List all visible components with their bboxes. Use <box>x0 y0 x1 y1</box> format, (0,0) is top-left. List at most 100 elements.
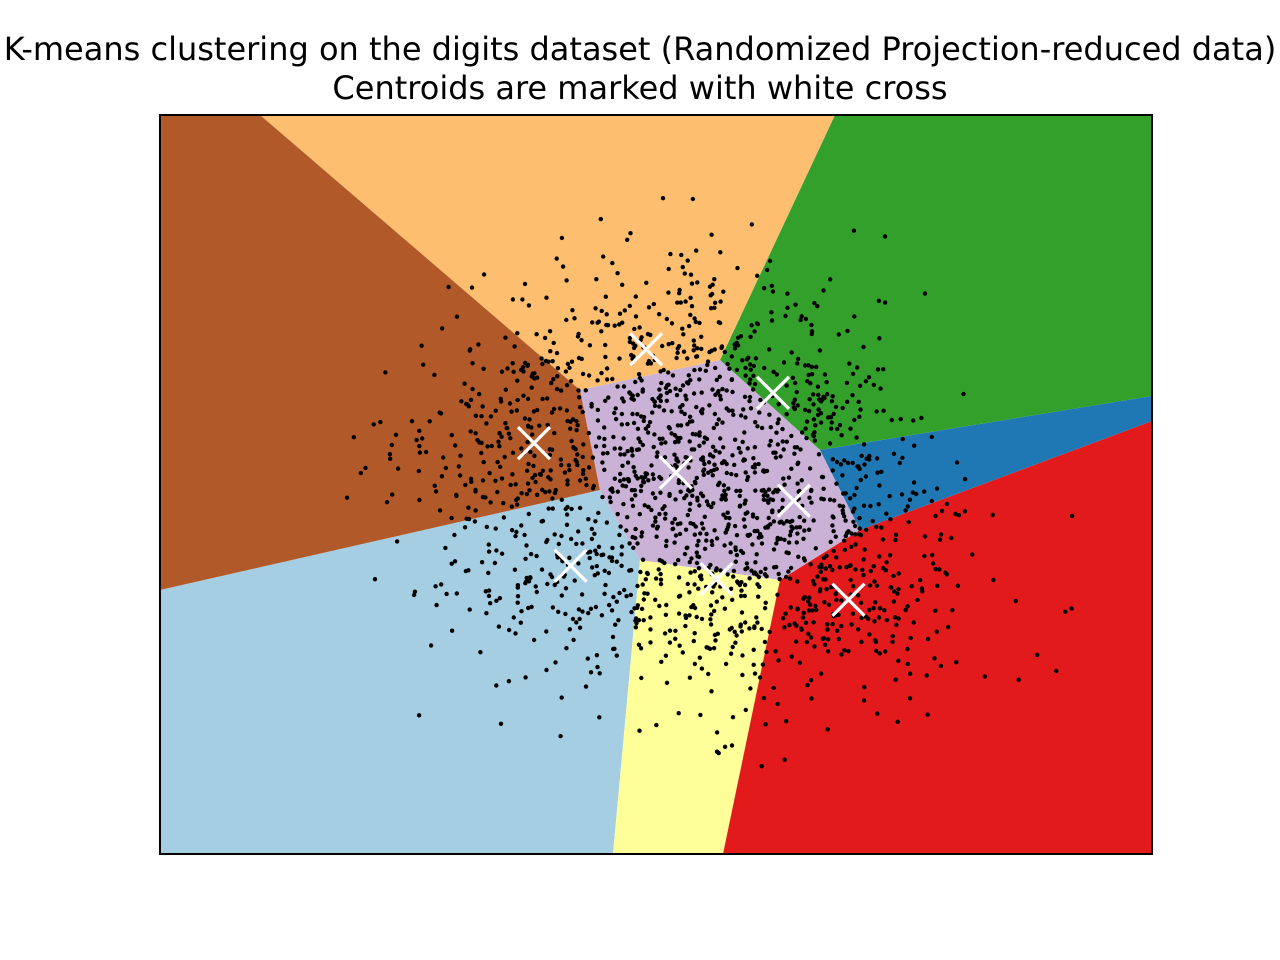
data-point <box>834 459 840 465</box>
data-point <box>572 316 577 321</box>
data-point <box>694 614 699 620</box>
data-point <box>489 443 494 449</box>
data-point <box>830 394 835 399</box>
data-point <box>724 470 729 476</box>
data-point <box>893 677 898 682</box>
data-point <box>882 234 888 239</box>
data-point <box>522 416 528 421</box>
data-point <box>472 519 478 524</box>
data-point <box>742 501 747 506</box>
data-point <box>781 476 786 481</box>
data-point <box>767 347 772 352</box>
data-point <box>638 646 644 651</box>
data-point <box>910 490 915 495</box>
data-point <box>891 573 896 579</box>
data-point <box>641 418 646 424</box>
data-point <box>586 430 591 436</box>
data-point <box>933 513 938 519</box>
data-point <box>692 582 697 587</box>
data-point <box>635 603 640 608</box>
data-point <box>637 728 642 733</box>
data-point <box>653 519 658 524</box>
data-point <box>839 598 844 603</box>
data-point <box>747 576 752 581</box>
data-point <box>717 393 723 398</box>
data-point <box>713 392 718 397</box>
data-point <box>678 387 683 393</box>
data-point <box>692 343 697 348</box>
data-point <box>619 411 625 417</box>
data-point <box>688 295 693 300</box>
data-point <box>840 511 846 516</box>
data-point <box>481 459 486 465</box>
data-point <box>540 487 545 492</box>
data-point <box>553 660 558 665</box>
data-point <box>808 562 813 567</box>
data-point <box>503 387 508 392</box>
data-point <box>807 466 813 471</box>
data-point <box>633 314 639 319</box>
data-point <box>569 506 574 512</box>
data-point <box>439 474 445 479</box>
data-point <box>712 305 717 310</box>
data-point <box>655 450 660 455</box>
data-point <box>483 589 488 594</box>
data-point <box>686 381 691 386</box>
data-point <box>806 527 812 532</box>
data-point <box>816 397 822 402</box>
data-point <box>617 478 623 484</box>
data-point <box>583 476 588 481</box>
data-point <box>739 588 744 593</box>
data-point <box>638 569 643 575</box>
data-point <box>439 582 444 587</box>
data-point <box>852 314 857 319</box>
data-point <box>770 510 775 515</box>
data-point <box>789 524 794 529</box>
data-point <box>486 570 491 576</box>
data-point <box>738 488 743 493</box>
data-point <box>762 286 767 291</box>
data-point <box>763 566 768 571</box>
data-point <box>889 417 894 423</box>
data-point <box>713 568 719 573</box>
data-point <box>395 466 401 471</box>
data-point <box>745 474 751 480</box>
data-point <box>861 503 867 508</box>
data-point <box>781 360 787 365</box>
data-point <box>698 531 703 536</box>
data-point <box>808 635 814 640</box>
data-point <box>879 469 884 474</box>
data-point <box>732 437 738 442</box>
data-point <box>618 452 623 457</box>
data-point <box>612 323 617 328</box>
data-point <box>728 586 734 591</box>
data-point <box>653 495 658 501</box>
data-point <box>746 533 751 538</box>
data-point <box>446 284 451 290</box>
data-point <box>633 294 638 299</box>
data-point <box>753 560 758 565</box>
data-point <box>555 366 561 371</box>
data-point <box>862 685 867 690</box>
data-point <box>722 543 727 548</box>
data-point <box>620 396 625 401</box>
data-point <box>933 608 938 613</box>
data-point <box>599 370 604 376</box>
data-point <box>692 631 697 636</box>
data-point <box>686 323 692 329</box>
data-point <box>834 597 839 603</box>
data-point <box>990 512 995 518</box>
data-point <box>842 547 848 553</box>
data-point <box>726 486 731 491</box>
data-point <box>701 440 706 445</box>
data-point <box>712 411 718 417</box>
data-point <box>506 627 512 633</box>
data-point <box>734 367 740 373</box>
data-point <box>662 504 667 509</box>
data-point <box>710 387 715 392</box>
data-point <box>757 584 762 589</box>
data-point <box>544 295 549 300</box>
data-point <box>644 471 650 477</box>
data-point <box>727 627 732 632</box>
data-point <box>569 438 574 444</box>
